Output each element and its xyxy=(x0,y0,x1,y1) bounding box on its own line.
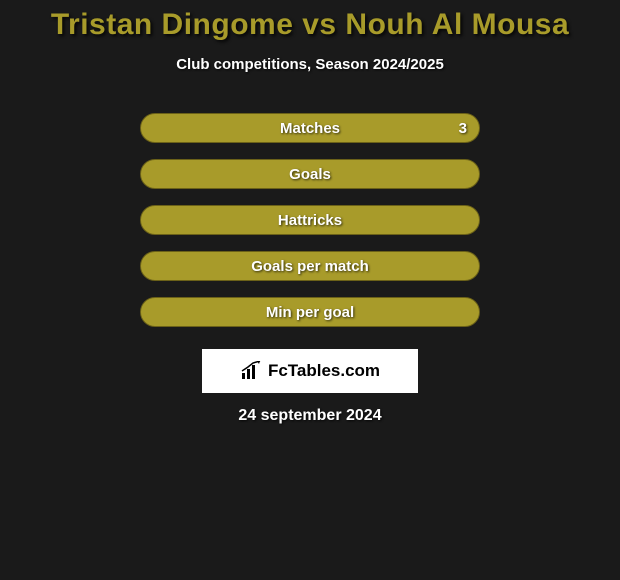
season-subtitle: Club competitions, Season 2024/2025 xyxy=(176,56,444,73)
stat-row: Matches 3 xyxy=(140,113,480,143)
stat-row: Goals per match xyxy=(140,251,480,281)
stat-row: Min per goal xyxy=(140,297,480,327)
stat-bar: Hattricks xyxy=(140,205,480,235)
stat-label: Matches xyxy=(280,120,340,137)
infographic-container: Tristan Dingome vs Nouh Al Mousa Club co… xyxy=(0,0,620,425)
stat-row: Goals xyxy=(140,159,480,189)
badge-logo: FcTables.com xyxy=(240,361,380,381)
stat-label: Goals xyxy=(289,166,331,183)
badge-text: FcTables.com xyxy=(268,361,380,381)
snapshot-date: 24 september 2024 xyxy=(238,407,381,425)
stat-bar: Min per goal xyxy=(140,297,480,327)
stat-label: Min per goal xyxy=(266,304,354,321)
comparison-title: Tristan Dingome vs Nouh Al Mousa xyxy=(51,8,569,42)
stat-value: 3 xyxy=(459,120,467,137)
source-badge: FcTables.com xyxy=(202,349,418,393)
stat-row: Hattricks xyxy=(140,205,480,235)
stat-label: Hattricks xyxy=(278,212,342,229)
stat-rows: Matches 3 Goals Hattricks Goals per match Min… xyxy=(140,113,480,343)
stat-bar: Matches 3 xyxy=(140,113,480,143)
chart-icon xyxy=(240,361,264,381)
stat-bar: Goals xyxy=(140,159,480,189)
stat-bar: Goals per match xyxy=(140,251,480,281)
stat-label: Goals per match xyxy=(251,258,369,275)
